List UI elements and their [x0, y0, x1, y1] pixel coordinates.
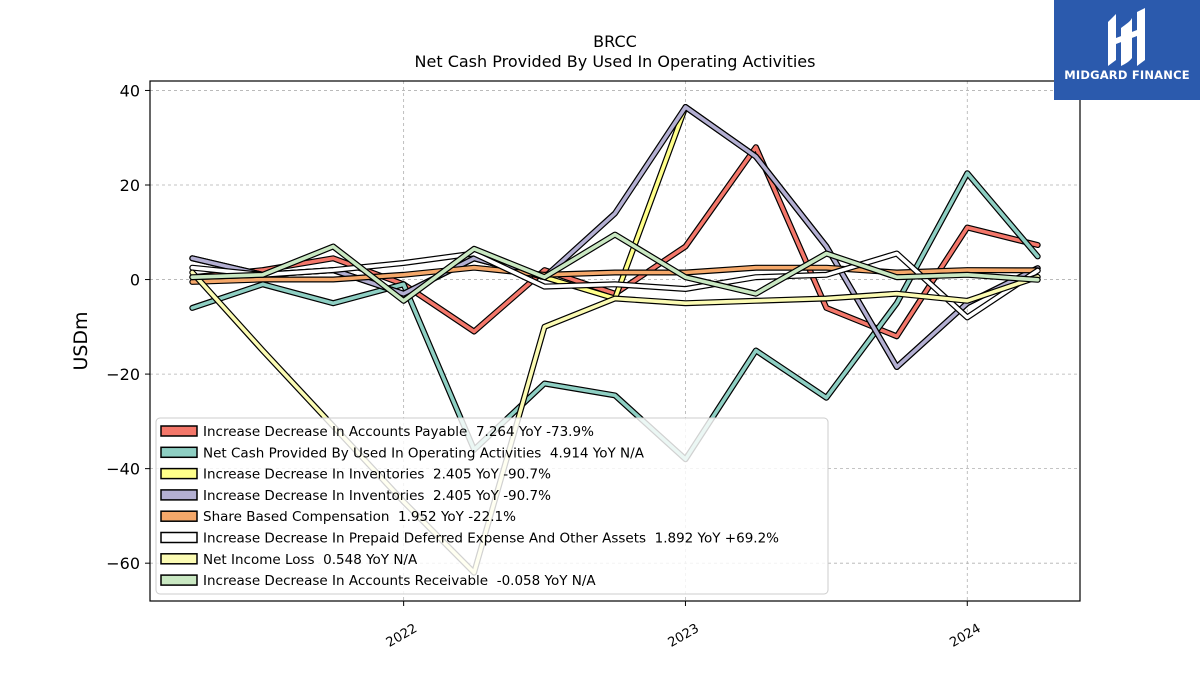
series-line-outline: [189, 144, 1041, 340]
y-tick-label: −60: [106, 554, 140, 573]
legend-swatch: [160, 574, 198, 586]
series-line: [189, 231, 1041, 304]
legend-swatch: [160, 467, 198, 480]
y-tick-label: −40: [106, 460, 140, 479]
legend-label: Increase Decrease In Inventories 2.405 Y…: [203, 467, 551, 483]
legend-label: Increase Decrease In Inventories 2.405 Y…: [203, 488, 551, 504]
legend-label: Increase Decrease In Accounts Payable 7.…: [203, 424, 594, 440]
legend: Increase Decrease In Accounts Payable 7.…: [155, 417, 829, 595]
y-tick-label: 40: [120, 81, 140, 100]
y-axis-label: USDm: [70, 311, 92, 370]
x-tick-label: 2024: [947, 621, 983, 651]
midgard-logo-icon: [1108, 8, 1145, 66]
series-line-core: [190, 171, 1040, 462]
series-line: [189, 264, 1041, 285]
legend-entry: Net Cash Provided By Used In Operating A…: [160, 445, 645, 461]
series-line-core: [190, 145, 1040, 339]
x-tick-label: 2022: [384, 621, 420, 651]
legend-label: Increase Decrease In Accounts Receivable…: [203, 573, 596, 589]
legend-label: Share Based Compensation 1.952 YoY -22.1…: [203, 509, 516, 525]
series-line: [189, 144, 1041, 340]
series-line: [189, 170, 1041, 463]
legend-entry: Net Income Loss 0.548 YoY N/A: [160, 552, 418, 568]
midgard-logo: MIDGARD FINANCE: [1054, 0, 1200, 100]
legend-label: Net Cash Provided By Used In Operating A…: [203, 445, 645, 461]
series-line-core: [190, 251, 1040, 320]
legend-entry: Increase Decrease In Inventories 2.405 Y…: [160, 467, 551, 483]
chart-title: BRCC: [593, 32, 637, 51]
legend-entry: Increase Decrease In Prepaid Deferred Ex…: [160, 531, 779, 547]
legend-swatch: [160, 510, 198, 522]
axes: 40 20 0 −20 −40 −60 2022 2023 2024: [106, 81, 983, 650]
legend-entry: Share Based Compensation 1.952 YoY -22.1…: [160, 509, 516, 525]
y-tick-label: −20: [106, 365, 140, 384]
legend-entry: Increase Decrease In Inventories 2.405 Y…: [160, 488, 551, 504]
legend-box: [155, 417, 829, 595]
chart-subtitle: Net Cash Provided By Used In Operating A…: [414, 52, 816, 71]
legend-swatch: [160, 446, 198, 459]
x-tick-label: 2023: [666, 621, 702, 651]
legend-entry: Increase Decrease In Accounts Payable 7.…: [160, 424, 594, 440]
y-tick-label: 20: [120, 176, 140, 195]
series-line: [189, 250, 1041, 321]
legend-entry: Increase Decrease In Accounts Receivable…: [160, 573, 596, 589]
series-lines: [189, 104, 1041, 576]
legend-swatch: [160, 489, 198, 501]
series-line-core: [190, 232, 1040, 303]
legend-swatch: [160, 531, 198, 544]
chart-titles: BRCC Net Cash Provided By Used In Operat…: [0, 32, 1200, 72]
legend-label: Increase Decrease In Prepaid Deferred Ex…: [203, 531, 779, 547]
plot-frame: [149, 80, 1081, 602]
logo-text: MIDGARD FINANCE: [1064, 68, 1190, 82]
legend-swatch: [160, 553, 198, 565]
series-line-core: [190, 265, 1040, 284]
y-tick-label: 0: [130, 271, 140, 290]
legend-label: Net Income Loss 0.548 YoY N/A: [203, 552, 418, 568]
legend-swatch: [160, 425, 198, 437]
